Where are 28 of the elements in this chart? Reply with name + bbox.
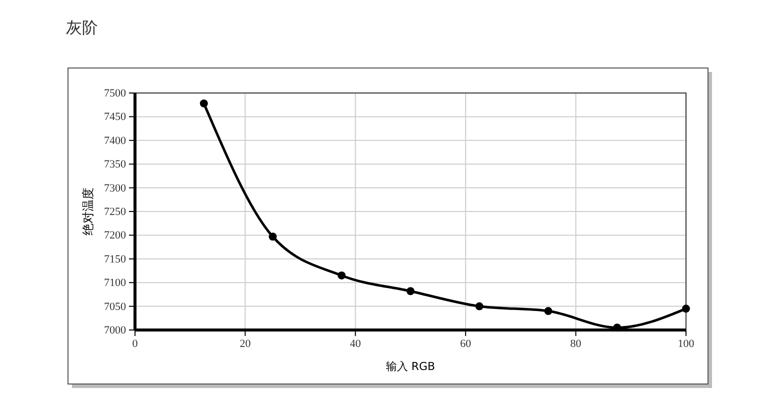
chart-title: 灰阶 <box>66 18 98 37</box>
y-tick-label: 7200 <box>104 230 126 242</box>
y-tick-label: 7150 <box>104 253 126 266</box>
x-tick-label: 60 <box>460 338 472 350</box>
y-tick-label: 7050 <box>104 300 126 313</box>
point <box>475 302 484 310</box>
point <box>338 272 346 280</box>
x-tick-label: 40 <box>350 338 362 350</box>
y-tick-label: 7350 <box>104 158 126 171</box>
y-tick-label: 7400 <box>104 134 126 147</box>
x-tick-label: 20 <box>240 338 252 350</box>
y-tick-label: 7300 <box>104 182 126 194</box>
y-tick-label: 7250 <box>104 206 126 218</box>
x-axis-title: 输入 RGB <box>386 360 436 373</box>
y-tick-label: 7000 <box>104 324 126 337</box>
point <box>200 99 208 108</box>
point <box>544 307 552 316</box>
y-axis-title: 绝对温度 <box>81 188 95 236</box>
y-tick-label: 7450 <box>104 111 126 124</box>
y-tick-label: 7100 <box>104 277 126 290</box>
x-tick-label: 0 <box>132 338 138 350</box>
x-tick-label: 100 <box>678 338 695 350</box>
point <box>682 304 690 313</box>
point <box>406 287 414 296</box>
y-tick-label: 7500 <box>104 88 126 100</box>
point <box>268 232 277 241</box>
x-tick-label: 80 <box>570 338 582 350</box>
point <box>613 324 622 332</box>
